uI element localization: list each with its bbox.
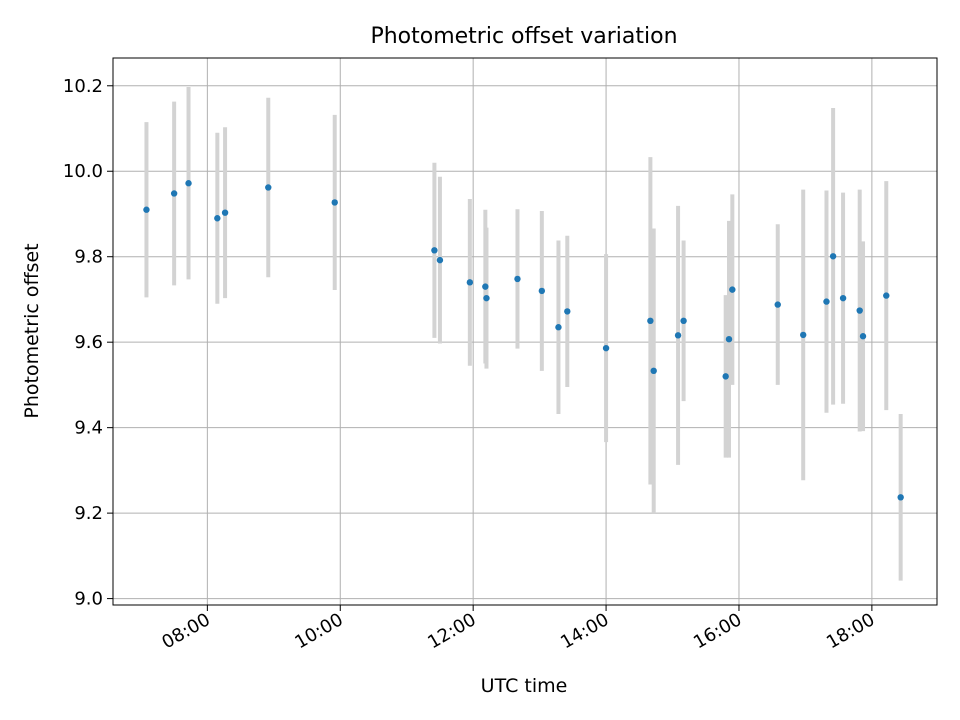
data-point [555, 324, 562, 331]
y-tick-label: 9.6 [74, 332, 103, 353]
chart-title: Photometric offset variation [370, 24, 677, 49]
y-tick-label: 9.0 [74, 589, 103, 610]
data-point [265, 184, 272, 191]
data-point [514, 275, 521, 283]
data-point [436, 256, 444, 264]
y-tick-label: 10.0 [63, 161, 103, 182]
data-point [431, 247, 438, 254]
y-axis-label: Photometric offset [21, 243, 43, 418]
data-point [674, 332, 682, 339]
data-point [214, 215, 221, 222]
data-point [859, 333, 867, 340]
data-point [839, 294, 847, 302]
data-point [564, 308, 571, 315]
data-point [650, 367, 657, 375]
data-point [143, 206, 150, 213]
data-point [185, 180, 192, 187]
grid-lines [113, 58, 937, 605]
plot-frame [112, 57, 938, 606]
data-point [331, 199, 338, 206]
data-point [482, 283, 489, 290]
data-point [823, 298, 830, 305]
data-point [725, 335, 733, 343]
data-point [897, 494, 904, 501]
data-point [483, 294, 490, 302]
y-tick-label: 9.8 [74, 247, 103, 268]
y-tick-label: 9.4 [74, 418, 103, 439]
x-axis-label: UTC time [481, 675, 568, 697]
data-points [143, 180, 904, 501]
data-point [680, 317, 687, 325]
data-point [722, 373, 729, 380]
data-point [602, 344, 610, 352]
data-point [829, 253, 837, 260]
data-point [774, 301, 781, 308]
data-point [800, 331, 807, 339]
y-tick-label: 10.2 [63, 76, 103, 97]
y-tick-label: 9.2 [74, 503, 103, 524]
data-point [170, 190, 178, 197]
data-point [856, 307, 863, 314]
data-point [647, 317, 654, 325]
data-point [221, 209, 229, 216]
data-point [466, 279, 474, 286]
data-point [538, 287, 546, 295]
data-point [883, 292, 890, 299]
data-point [729, 286, 736, 293]
